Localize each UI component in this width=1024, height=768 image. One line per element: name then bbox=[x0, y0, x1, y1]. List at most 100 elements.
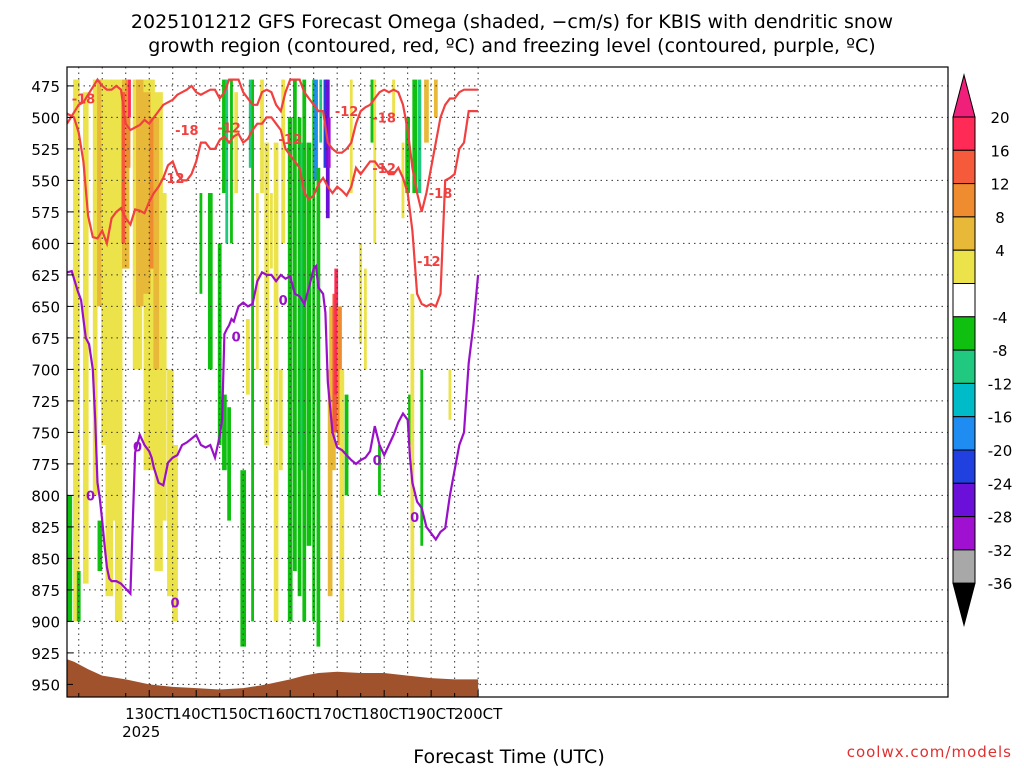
omega-cell-9 bbox=[125, 79, 131, 168]
dgz-label-0: -18 bbox=[72, 93, 96, 108]
dgz-label-9: -12 bbox=[417, 255, 441, 270]
omega-cell-35 bbox=[251, 79, 255, 622]
omega-cell-15 bbox=[143, 92, 151, 294]
omega-cell-6 bbox=[111, 79, 117, 521]
omega-cell-42 bbox=[273, 142, 279, 622]
omega-cell-19 bbox=[160, 193, 167, 521]
dgz-minus12-contour bbox=[67, 109, 479, 308]
dgz-label-3: -12 bbox=[335, 105, 359, 120]
y-tick-label-800: 800 bbox=[31, 487, 60, 505]
omega-cell-3 bbox=[97, 79, 103, 307]
omega-cell-47 bbox=[297, 117, 302, 597]
omega-cell-50 bbox=[306, 142, 312, 546]
colorbar-label-1: 16 bbox=[990, 142, 1009, 160]
dgz-label-2: -12 bbox=[217, 121, 241, 136]
colorbar-box-11 bbox=[952, 482, 976, 518]
colorbar-label-10: -24 bbox=[988, 475, 1013, 493]
x-tick-label-60: 160CT bbox=[266, 705, 315, 723]
omega-cell-78 bbox=[420, 369, 424, 546]
x-tick-sublabel-30: 2025 bbox=[122, 723, 160, 741]
colorbar-label-11: -28 bbox=[988, 509, 1013, 527]
y-tick-label-500: 500 bbox=[31, 109, 60, 127]
omega-cell-5 bbox=[105, 79, 114, 597]
colorbar-box-4 bbox=[952, 249, 976, 284]
omega-cell-51 bbox=[312, 79, 316, 622]
omega-cell-26 bbox=[207, 193, 213, 370]
colorbar-top-arrow bbox=[952, 73, 976, 118]
freezing-label-6: 0 bbox=[410, 511, 419, 526]
y-tick-label-725: 725 bbox=[31, 393, 60, 411]
omega-cell-64 bbox=[344, 394, 349, 496]
freezing-label-4: 0 bbox=[279, 294, 288, 309]
omega-cell-52 bbox=[314, 79, 318, 181]
credit-text: coolwx.com/models bbox=[847, 743, 1012, 761]
colorbar-label-7: -12 bbox=[988, 375, 1013, 393]
terrain-fill bbox=[67, 659, 479, 697]
y-tick-label-700: 700 bbox=[31, 361, 60, 379]
colorbar-label-3: 8 bbox=[995, 209, 1005, 227]
freezing-label-5: 0 bbox=[373, 454, 382, 469]
contour-lines bbox=[67, 77, 480, 597]
omega-cell-65 bbox=[349, 79, 353, 193]
colorbar-box-1 bbox=[952, 149, 976, 185]
plot-frame bbox=[66, 66, 949, 698]
y-tick-label-475: 475 bbox=[31, 78, 60, 96]
omega-cell-25 bbox=[199, 193, 203, 294]
dgz-minus18-contour bbox=[67, 77, 479, 213]
contour-labels: -18 -18 -12 -12 -12 -18 -12 -12 -18 -12 0 0 0 0 0 0 0 bbox=[72, 93, 453, 612]
omega-cell-57 bbox=[327, 117, 331, 168]
omega-cell-30 bbox=[230, 79, 233, 244]
colorbar-bottom-arrow bbox=[952, 582, 976, 628]
omega-cell-31 bbox=[234, 92, 239, 193]
colorbar-box-2 bbox=[952, 183, 976, 218]
omega-cell-46 bbox=[293, 79, 297, 571]
colorbar-label-0: 20 bbox=[990, 109, 1009, 127]
x-tick-label-30: 130CT bbox=[125, 705, 174, 723]
colorbar-label-13: -36 bbox=[988, 575, 1013, 593]
colorbar-box-10 bbox=[952, 449, 976, 484]
colorbar-box-0 bbox=[952, 116, 976, 151]
omega-cell-16 bbox=[149, 117, 154, 269]
colorbar-box-12 bbox=[952, 516, 976, 551]
colorbar-box-5 bbox=[952, 283, 976, 318]
omega-cell-24 bbox=[97, 520, 103, 571]
omega-cell-61 bbox=[334, 268, 339, 395]
y-tick-label-575: 575 bbox=[31, 204, 60, 222]
omega-cell-74 bbox=[408, 394, 412, 445]
x-tick-label-70: 170CT bbox=[313, 705, 362, 723]
y-tick-label-775: 775 bbox=[31, 456, 60, 474]
y-tick-label-600: 600 bbox=[31, 235, 60, 253]
colorbar-label-12: -32 bbox=[988, 542, 1013, 560]
freezing-label-1: 0 bbox=[133, 440, 142, 455]
colorbar-label-5: -4 bbox=[993, 309, 1008, 327]
omega-cell-21 bbox=[172, 445, 178, 622]
chart-title-line2: growth region (contoured, red, ºC) and f… bbox=[148, 35, 875, 57]
omega-cell-43 bbox=[278, 369, 283, 471]
dgz-label-6: -12 bbox=[161, 172, 185, 187]
freezing-label-3: 0 bbox=[232, 331, 241, 346]
x-tick-label-100: 200CT bbox=[454, 705, 503, 723]
colorbar-label-6: -8 bbox=[993, 342, 1008, 360]
omega-cell-68 bbox=[370, 79, 375, 143]
omega-cell-45 bbox=[287, 117, 293, 622]
omega-cell-75 bbox=[410, 293, 415, 622]
omega-cell-63 bbox=[339, 369, 345, 622]
omega-cell-67 bbox=[363, 268, 367, 370]
y-tick-label-950: 950 bbox=[31, 676, 60, 694]
colorbar-box-9 bbox=[952, 416, 976, 451]
y-tick-label-525: 525 bbox=[31, 141, 60, 159]
y-tick-label-875: 875 bbox=[31, 582, 60, 600]
y-tick-label-850: 850 bbox=[31, 550, 60, 568]
colorbar: 20 16 12 8 4 -4 -8 -12 -16 -20 -24 -28 -32 -36 bbox=[952, 73, 1013, 628]
omega-cell-33 bbox=[227, 407, 231, 521]
y-axis: 475 500 525 550 575 600 625 650 675 700 725 750 775 8… bbox=[31, 78, 73, 694]
omega-cell-27 bbox=[217, 243, 222, 445]
colorbar-label-4: 4 bbox=[995, 242, 1005, 260]
x-tick-label-50: 150CT bbox=[219, 705, 268, 723]
omega-cell-11 bbox=[128, 79, 131, 118]
x-tick-label-80: 180CT bbox=[360, 705, 409, 723]
omega-cell-39 bbox=[260, 79, 264, 193]
omega-cell-71 bbox=[392, 79, 395, 118]
